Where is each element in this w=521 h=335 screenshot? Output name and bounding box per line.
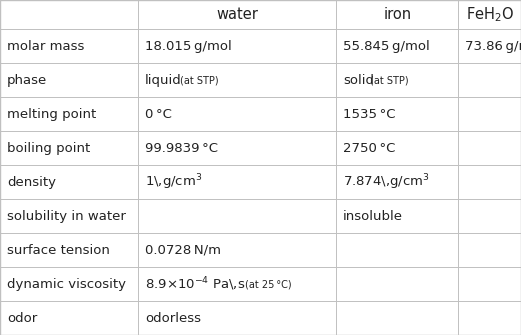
Text: 73.86 g/mol: 73.86 g/mol xyxy=(465,40,521,53)
Text: 99.9839 °C: 99.9839 °C xyxy=(145,142,218,155)
Text: boiling point: boiling point xyxy=(7,142,90,155)
Text: dynamic viscosity: dynamic viscosity xyxy=(7,278,126,290)
Text: 7.874\,g/cm$^3$: 7.874\,g/cm$^3$ xyxy=(343,173,429,192)
Text: 1535 °C: 1535 °C xyxy=(343,108,395,121)
Text: melting point: melting point xyxy=(7,108,96,121)
Text: density: density xyxy=(7,176,56,189)
Text: 0 °C: 0 °C xyxy=(145,108,172,121)
Text: liquid: liquid xyxy=(145,74,182,87)
Text: water: water xyxy=(216,7,258,22)
Text: 1\,g/cm$^3$: 1\,g/cm$^3$ xyxy=(145,173,202,192)
Text: solubility in water: solubility in water xyxy=(7,210,126,223)
Text: surface tension: surface tension xyxy=(7,244,109,257)
Text: (at 25 °C): (at 25 °C) xyxy=(245,279,291,289)
Text: 0.0728 N/m: 0.0728 N/m xyxy=(145,244,221,257)
Text: odorless: odorless xyxy=(145,312,201,325)
Text: FeH$_2$O: FeH$_2$O xyxy=(466,5,514,24)
Text: 55.845 g/mol: 55.845 g/mol xyxy=(343,40,430,53)
Text: phase: phase xyxy=(7,74,47,87)
Text: 8.9$\times$10$^{-4}$ Pa\,s: 8.9$\times$10$^{-4}$ Pa\,s xyxy=(145,275,245,293)
Text: insoluble: insoluble xyxy=(343,210,403,223)
Text: iron: iron xyxy=(383,7,411,22)
Text: (at STP): (at STP) xyxy=(370,75,408,85)
Text: molar mass: molar mass xyxy=(7,40,84,53)
Text: (at STP): (at STP) xyxy=(180,75,219,85)
Text: 18.015 g/mol: 18.015 g/mol xyxy=(145,40,232,53)
Text: 2750 °C: 2750 °C xyxy=(343,142,395,155)
Text: odor: odor xyxy=(7,312,37,325)
Text: solid: solid xyxy=(343,74,374,87)
